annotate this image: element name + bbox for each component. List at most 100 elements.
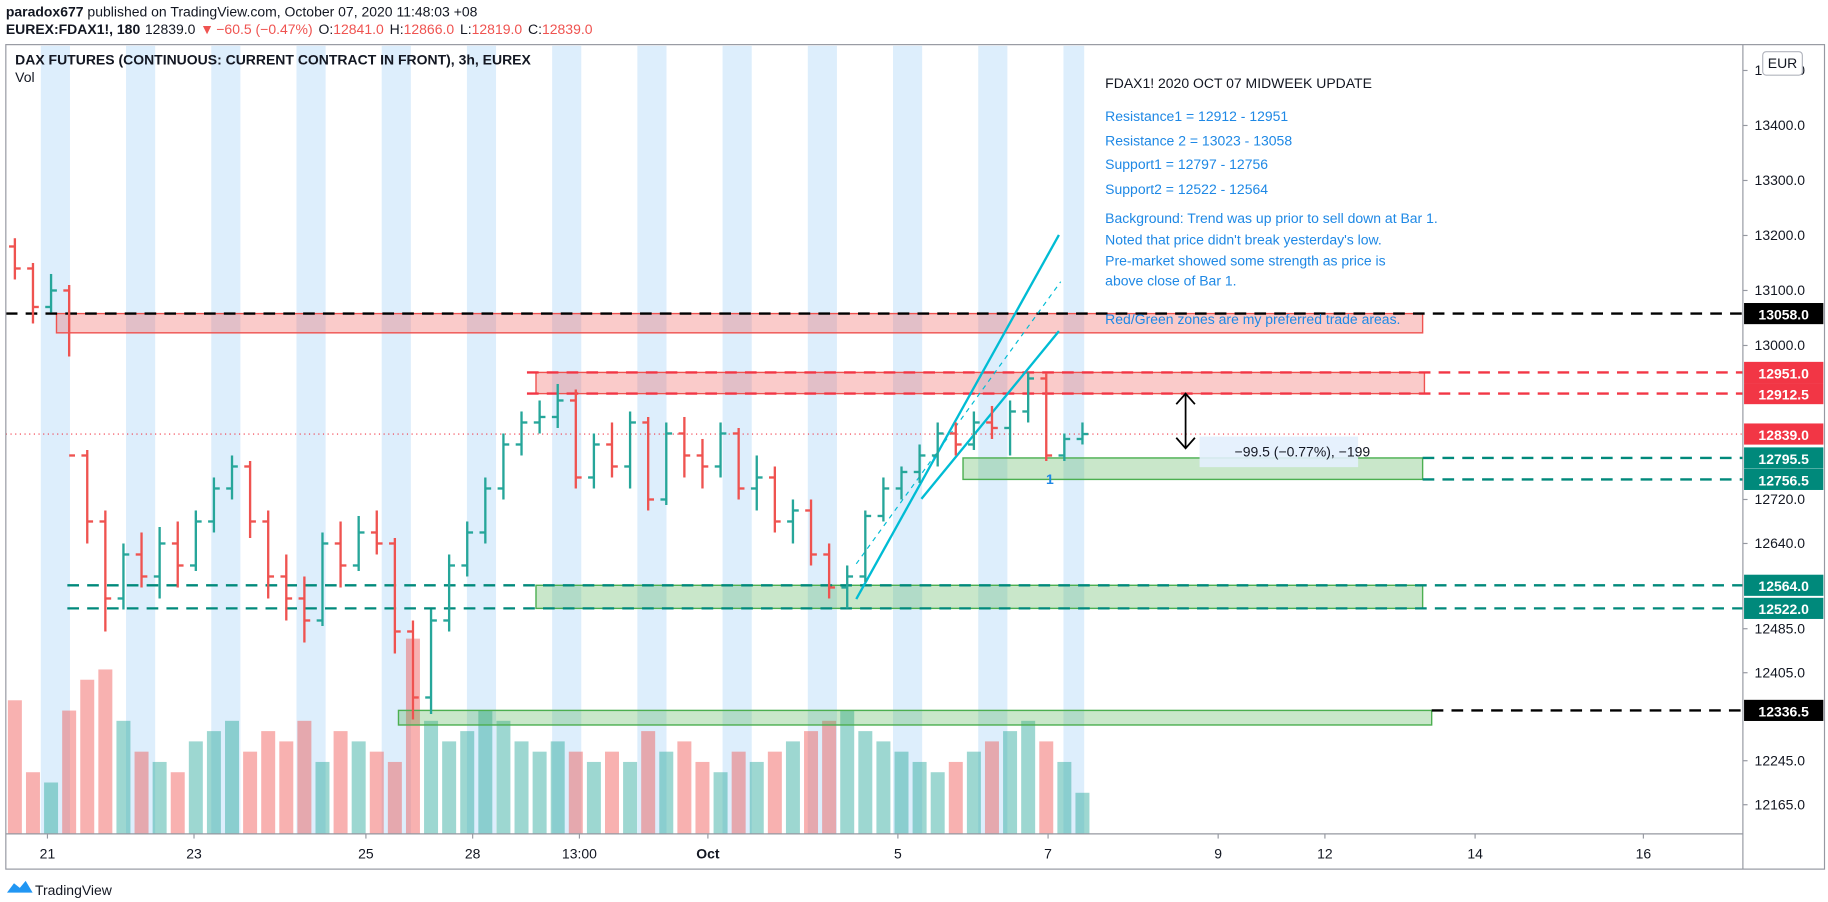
- price-tag-label: 12522.0: [1758, 601, 1809, 617]
- price-tag: [1744, 361, 1824, 384]
- bar-label: 1: [1046, 471, 1054, 487]
- volume-bar: [840, 710, 855, 834]
- volume-bar: [44, 782, 59, 834]
- y-tick-label: 13400.0: [1755, 117, 1806, 133]
- ohlc-label: C:: [528, 21, 542, 37]
- note-background: above close of Bar 1.: [1105, 272, 1236, 288]
- note-background: Noted that price didn't break yesterday'…: [1105, 231, 1382, 247]
- ohlc-value: 12841.0: [333, 21, 384, 37]
- layers: −99.5 (−0.77%), −199 1: [5, 45, 1743, 834]
- note-level: Resistance1 = 12912 - 12951: [1105, 108, 1288, 124]
- volume-bar: [894, 751, 909, 834]
- currency-box[interactable]: [1762, 51, 1803, 76]
- session-stripe: [978, 45, 1008, 834]
- ohlc-label: L:: [460, 21, 472, 37]
- volume-bar: [713, 772, 728, 834]
- published: published on TradingView.com, October 07…: [84, 3, 478, 19]
- volume-bar: [695, 761, 710, 834]
- header-line: paradox677 published on TradingView.com,…: [6, 3, 478, 19]
- session-stripe: [1063, 45, 1085, 834]
- volume-bar: [170, 772, 185, 834]
- volume-bar: [1021, 720, 1036, 834]
- ohlc-value: 12866.0: [404, 21, 455, 37]
- session-stripe: [296, 45, 326, 834]
- volume-bar: [188, 741, 203, 834]
- session-stripe: [211, 45, 241, 834]
- volume-bar: [568, 751, 583, 834]
- measure-label: −99.5 (−0.77%), −199: [1235, 444, 1371, 460]
- volume-bar: [496, 720, 511, 834]
- price-tag-label: 12336.5: [1758, 703, 1809, 719]
- price-tag: [1744, 383, 1824, 405]
- x-tick-label: 28: [465, 845, 481, 861]
- last: 12839.0: [145, 21, 196, 37]
- notes: FDAX1! 2020 OCT 07 MIDWEEK UPDATE Resist…: [1105, 75, 1438, 327]
- price-tag-label: 12795.5: [1758, 451, 1809, 467]
- volume-bar: [116, 720, 131, 834]
- volume-bar: [279, 741, 294, 834]
- price-tag: [1744, 423, 1824, 445]
- symbol-line: EUREX:FDAX1!, 180 12839.0 ▼ −60.5 (−0.47%) O…: [6, 21, 593, 37]
- volume-bar: [876, 741, 891, 834]
- price-tag: [1744, 597, 1824, 619]
- x-tick-label: 14: [1467, 845, 1483, 861]
- y-tick-label: 13300.0: [1755, 172, 1806, 188]
- volume-bar: [405, 638, 420, 834]
- volume-bar: [261, 731, 276, 834]
- symbol: EUREX:FDAX1!, 180: [6, 21, 141, 37]
- volume-bar: [930, 772, 945, 834]
- volume-bar: [858, 731, 873, 834]
- volume-bar: [550, 741, 565, 834]
- volume-bar: [623, 761, 638, 834]
- price-tag-label: 12951.0: [1758, 365, 1809, 381]
- volume-bar: [80, 679, 95, 834]
- volume-bar: [98, 669, 113, 834]
- x-tick-label: 12: [1317, 845, 1333, 861]
- y-tick-label: 13100.0: [1755, 282, 1806, 298]
- volume-bar: [731, 751, 746, 834]
- volume-bar: [369, 751, 384, 834]
- price-tag-label: 12839.0: [1758, 427, 1809, 443]
- volume-bar: [442, 741, 457, 834]
- x-tick-label: 9: [1214, 845, 1222, 861]
- volume-bar: [243, 751, 258, 834]
- y-tick-label: 13200.0: [1755, 227, 1806, 243]
- zone: [397, 709, 1433, 726]
- x-tick-label: 7: [1044, 845, 1052, 861]
- volume-bar: [514, 741, 529, 834]
- frame: [5, 44, 1826, 870]
- volume-bar: [25, 772, 40, 834]
- session-stripe: [381, 45, 411, 834]
- session-stripe: [722, 45, 752, 834]
- y-tick-label: 12640.0: [1755, 535, 1806, 551]
- volume-bar: [532, 751, 547, 834]
- volume-bar: [966, 751, 981, 834]
- price-tag: [1744, 447, 1824, 469]
- volume-bar: [424, 720, 439, 834]
- volume-bar: [1039, 741, 1054, 834]
- x-tick-label: 5: [894, 845, 902, 861]
- y-tick-label: 12165.0: [1755, 796, 1806, 812]
- brand: TradingView: [35, 882, 113, 898]
- note-level: Support1 = 12797 - 12756: [1105, 156, 1268, 172]
- x-tick-label: 16: [1636, 845, 1652, 861]
- volume-bar: [1003, 731, 1018, 834]
- chart-title: DAX FUTURES (CONTINUOUS: CURRENT CONTRAC…: [15, 52, 531, 68]
- volume-bar: [1057, 761, 1072, 834]
- measure-box: [1199, 436, 1359, 468]
- change: −60.5 (−0.47%): [216, 21, 312, 37]
- y-tick-label: 12485.0: [1755, 620, 1806, 636]
- trendline: [920, 330, 1060, 500]
- volume-bar: [7, 700, 22, 834]
- volume-bar: [604, 751, 619, 834]
- price-tag-label: 12564.0: [1758, 578, 1809, 594]
- volume-bar: [333, 731, 348, 834]
- volume-bar: [315, 761, 330, 834]
- note-background: Pre-market showed some strength as price…: [1105, 252, 1385, 268]
- trendline: [855, 234, 1060, 600]
- session-stripe: [637, 45, 667, 834]
- price-tag-label: 12912.5: [1758, 386, 1809, 402]
- volume-bar: [659, 751, 674, 834]
- x-tick-label: 21: [40, 845, 56, 861]
